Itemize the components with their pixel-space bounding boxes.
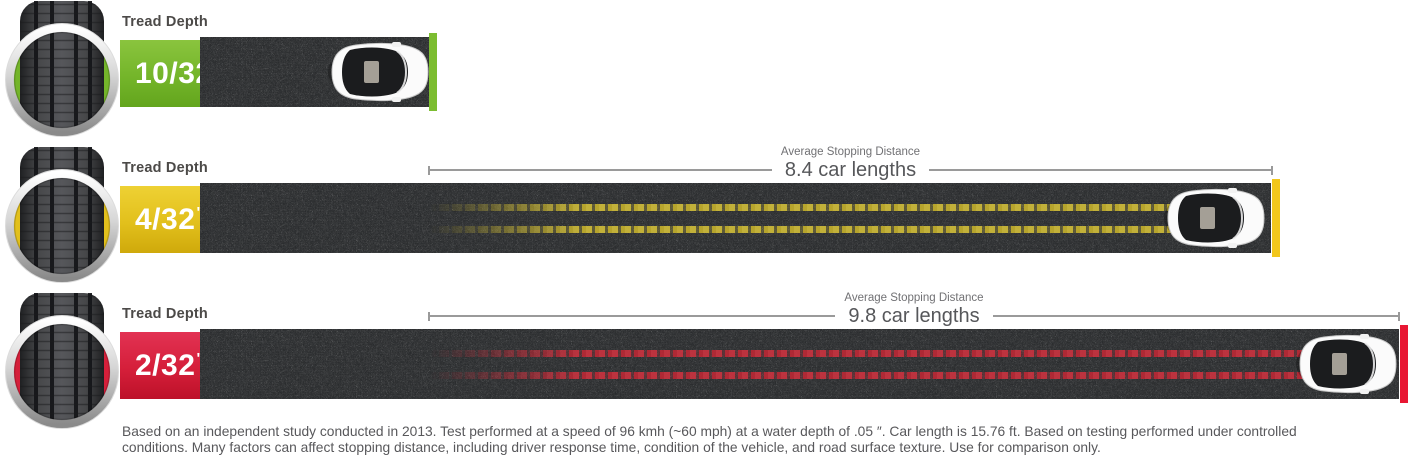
disclaimer-footnote: Based on an independent study conducted … (122, 424, 1297, 455)
road-bar (200, 329, 1399, 399)
stop-point-marker (1400, 325, 1408, 403)
depth-value: 2/32 (135, 348, 196, 382)
depth-unit: " (196, 204, 203, 221)
row-tread-2-32: Tread Depth 2/32" Average Stopping Dista… (0, 292, 1410, 438)
tire-icon (0, 147, 130, 296)
tread-depth-heading: Tread Depth (122, 306, 208, 322)
measure-line-left (428, 165, 772, 175)
tread-depth-heading: Tread Depth (122, 14, 208, 30)
measure-line-right (992, 311, 1401, 321)
measure-tick-left (428, 165, 430, 175)
stop-point-marker (1272, 179, 1280, 257)
stopping-distance-value: 8.4 car lengths (784, 158, 917, 181)
stopping-distance-value: 9.8 car lengths (848, 304, 980, 327)
skid-mark (430, 372, 1305, 379)
measure-line: 8.4 car lengths (428, 158, 1274, 181)
stopping-distance-label: Average Stopping Distance (844, 292, 984, 304)
stopping-distance-annotation: Average Stopping Distance 8.4 car length… (428, 146, 1274, 181)
stopping-distance-label: Average Stopping Distance (780, 146, 921, 158)
tire-icon (0, 1, 130, 150)
measure-line-right (929, 165, 1274, 175)
measure-line-left (428, 311, 836, 321)
stop-point-marker (429, 33, 437, 111)
measure-tick-right (1271, 165, 1274, 175)
measure-line: 9.8 car lengths (428, 304, 1401, 327)
car-top-view-icon (1295, 333, 1397, 395)
skid-mark (430, 204, 1175, 211)
stopping-distance-annotation: Average Stopping Distance 9.8 car length… (428, 292, 1401, 327)
road-bar (200, 183, 1271, 253)
skid-mark (430, 226, 1175, 233)
depth-value: 4/32 (135, 202, 196, 236)
measure-tick-right (1398, 311, 1401, 321)
depth-unit: " (196, 350, 203, 367)
row-tread-10-32: Tread Depth 10/32" (0, 0, 1410, 146)
car-top-view-icon (327, 41, 429, 103)
road-bar (200, 37, 430, 107)
measure-tick-left (428, 311, 430, 321)
car-top-view-icon (1163, 187, 1265, 249)
asphalt-texture (200, 183, 1271, 253)
tire-icon (0, 293, 130, 442)
depth-value: 10/32 (135, 56, 213, 90)
asphalt-texture (200, 329, 1399, 399)
row-tread-4-32: Tread Depth 4/32" Average Stopping Dista… (0, 146, 1410, 292)
tread-depth-heading: Tread Depth (122, 160, 208, 176)
skid-mark (430, 350, 1305, 357)
